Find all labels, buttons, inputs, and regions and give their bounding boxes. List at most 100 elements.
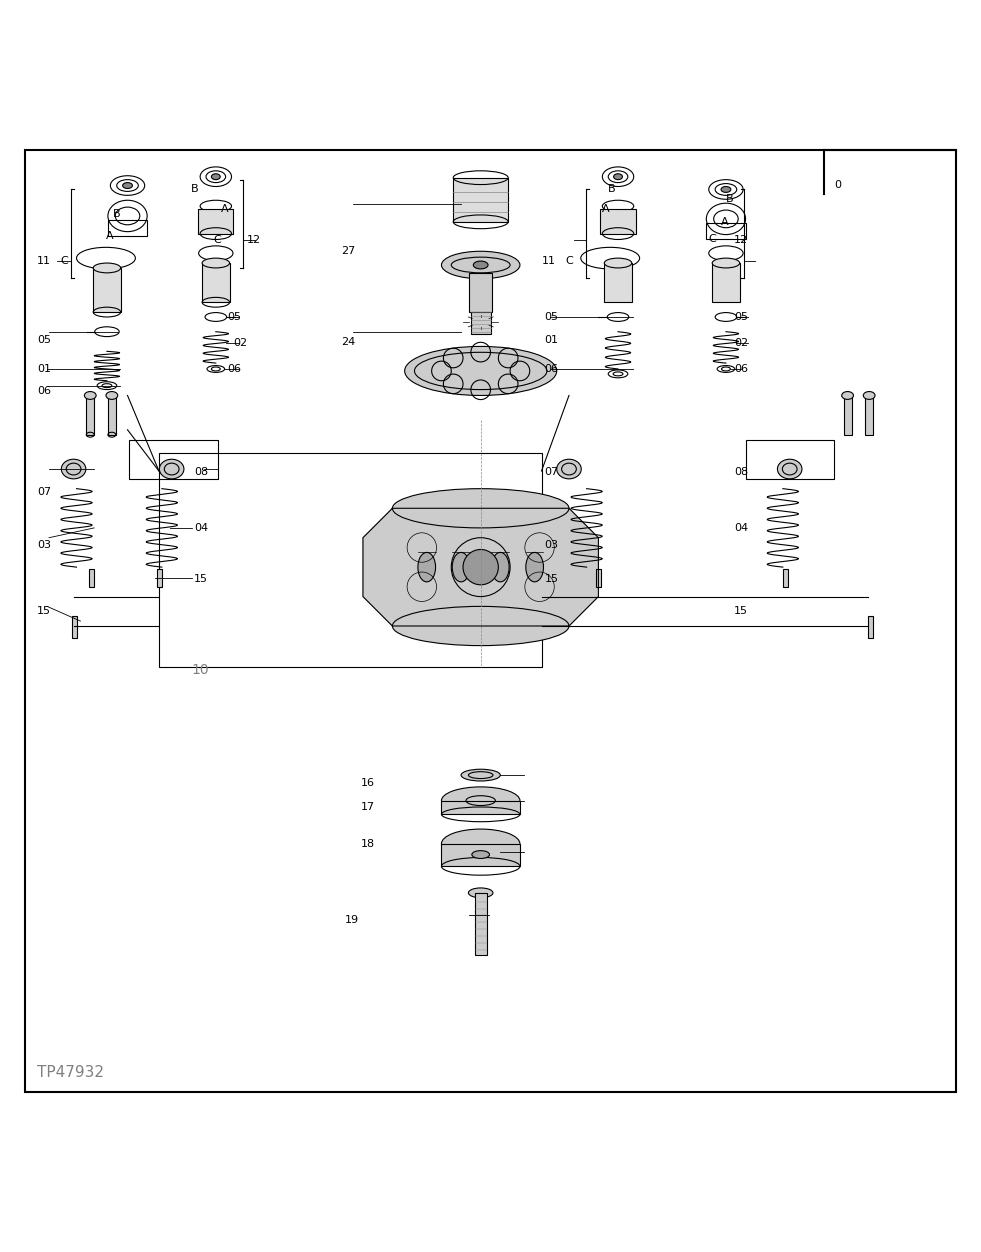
Text: 08: 08 bbox=[734, 467, 748, 477]
Text: A: A bbox=[221, 204, 229, 214]
Text: 12: 12 bbox=[247, 235, 261, 245]
Text: 11: 11 bbox=[542, 257, 555, 267]
Text: 24: 24 bbox=[341, 337, 356, 347]
Ellipse shape bbox=[452, 552, 470, 582]
Text: 15: 15 bbox=[544, 573, 558, 583]
Text: 05: 05 bbox=[734, 312, 748, 322]
Bar bbox=[712, 263, 740, 302]
Text: A: A bbox=[106, 230, 114, 240]
Bar bbox=[202, 263, 230, 302]
Text: TP47932: TP47932 bbox=[37, 1065, 104, 1080]
Polygon shape bbox=[363, 508, 598, 626]
Bar bbox=[604, 263, 632, 302]
Ellipse shape bbox=[556, 459, 581, 478]
Text: 17: 17 bbox=[361, 801, 375, 811]
Text: 15: 15 bbox=[194, 573, 208, 583]
Bar bbox=[198, 209, 233, 234]
Ellipse shape bbox=[491, 552, 509, 582]
Text: 03: 03 bbox=[544, 540, 558, 550]
Bar bbox=[844, 396, 852, 434]
Bar bbox=[865, 396, 873, 434]
Ellipse shape bbox=[461, 769, 500, 781]
Text: 19: 19 bbox=[345, 915, 359, 925]
Bar bbox=[746, 439, 834, 478]
Text: 03: 03 bbox=[37, 540, 51, 550]
Ellipse shape bbox=[106, 392, 118, 399]
Bar bbox=[86, 396, 94, 434]
Ellipse shape bbox=[721, 187, 731, 193]
Ellipse shape bbox=[604, 258, 632, 268]
Text: 10: 10 bbox=[191, 664, 209, 677]
Bar bbox=[72, 616, 77, 637]
Text: 11: 11 bbox=[37, 257, 51, 267]
Text: 15: 15 bbox=[734, 606, 748, 616]
Bar bbox=[108, 220, 147, 235]
Bar bbox=[129, 439, 218, 478]
Text: A: A bbox=[721, 217, 729, 227]
Text: 04: 04 bbox=[194, 523, 208, 533]
Text: B: B bbox=[191, 184, 199, 194]
Text: 27: 27 bbox=[341, 247, 356, 257]
Bar bbox=[600, 209, 636, 234]
Ellipse shape bbox=[392, 606, 569, 646]
Bar bbox=[783, 570, 788, 587]
Ellipse shape bbox=[202, 258, 230, 268]
Ellipse shape bbox=[469, 888, 493, 898]
Bar bbox=[89, 570, 94, 587]
Bar bbox=[596, 570, 601, 587]
Bar bbox=[159, 453, 542, 667]
Text: C: C bbox=[565, 257, 573, 267]
Text: 08: 08 bbox=[194, 467, 208, 477]
Text: B: B bbox=[726, 194, 734, 204]
Text: 01: 01 bbox=[544, 334, 558, 344]
Ellipse shape bbox=[123, 183, 132, 189]
Ellipse shape bbox=[441, 788, 520, 814]
Text: 12: 12 bbox=[734, 235, 748, 245]
Circle shape bbox=[463, 550, 498, 585]
Bar bbox=[93, 268, 121, 312]
Bar bbox=[469, 273, 492, 312]
Bar bbox=[706, 223, 746, 238]
Bar bbox=[471, 312, 490, 334]
Bar bbox=[108, 396, 116, 434]
Text: C: C bbox=[61, 257, 69, 267]
Bar bbox=[453, 178, 508, 222]
Ellipse shape bbox=[405, 347, 557, 396]
Ellipse shape bbox=[441, 252, 520, 279]
Text: B: B bbox=[113, 209, 121, 219]
Text: 06: 06 bbox=[734, 364, 748, 374]
Bar bbox=[868, 616, 873, 637]
Text: C: C bbox=[214, 235, 222, 245]
Ellipse shape bbox=[61, 459, 86, 478]
Text: C: C bbox=[708, 234, 716, 243]
Ellipse shape bbox=[863, 392, 875, 399]
Ellipse shape bbox=[441, 829, 520, 859]
Text: 07: 07 bbox=[37, 487, 51, 497]
Ellipse shape bbox=[778, 459, 802, 478]
Text: 02: 02 bbox=[734, 338, 748, 348]
Text: 05: 05 bbox=[37, 334, 51, 344]
Text: 0: 0 bbox=[834, 179, 841, 189]
Ellipse shape bbox=[526, 552, 543, 582]
Bar bbox=[475, 893, 487, 954]
Text: 16: 16 bbox=[361, 777, 375, 788]
Text: 06: 06 bbox=[544, 364, 558, 374]
Ellipse shape bbox=[712, 258, 740, 268]
Text: 18: 18 bbox=[361, 839, 375, 849]
Text: 01: 01 bbox=[37, 364, 51, 374]
Ellipse shape bbox=[93, 263, 121, 273]
Bar bbox=[157, 570, 162, 587]
Text: B: B bbox=[608, 184, 616, 194]
Ellipse shape bbox=[418, 552, 436, 582]
Bar bbox=[441, 800, 520, 814]
Ellipse shape bbox=[159, 459, 183, 478]
Ellipse shape bbox=[472, 850, 490, 859]
Text: 07: 07 bbox=[544, 467, 558, 477]
Text: 04: 04 bbox=[734, 523, 748, 533]
Text: 02: 02 bbox=[233, 338, 247, 348]
Text: 15: 15 bbox=[37, 606, 51, 616]
Text: 06: 06 bbox=[228, 364, 241, 374]
Ellipse shape bbox=[842, 392, 853, 399]
Ellipse shape bbox=[392, 488, 569, 528]
Ellipse shape bbox=[474, 262, 489, 269]
